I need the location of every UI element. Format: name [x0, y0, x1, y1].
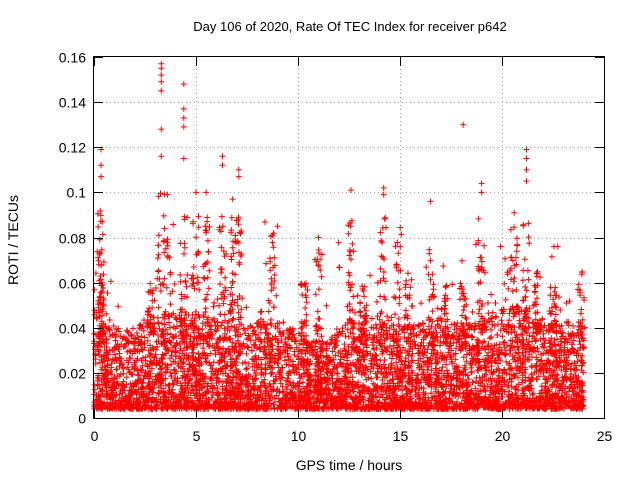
y-tick-label: 0.14: [59, 95, 86, 111]
y-tick-labels: 0 0.02 0.04 0.06 0.08 0.1 0.12 0.14 0.16: [59, 50, 86, 427]
y-tick-label: 0.02: [59, 366, 86, 382]
x-tick-label: 10: [291, 428, 307, 444]
y-tick-label: 0: [78, 411, 86, 427]
y-tick-label: 0.04: [59, 321, 86, 337]
y-tick-label: 0.12: [59, 140, 86, 156]
plot-frame: [93, 56, 605, 419]
y-tick-label: 0.16: [59, 50, 86, 66]
roti-points: [91, 60, 588, 412]
x-tick-label: 5: [193, 428, 201, 444]
y-axis-label: ROTI / TECUs: [5, 195, 21, 285]
x-tick-label: 15: [393, 428, 409, 444]
axis-ticks: [94, 57, 605, 419]
x-tick-label: 20: [495, 428, 511, 444]
chart-title: Day 106 of 2020, Rate Of TEC Index for r…: [193, 19, 506, 34]
scatter-points: [91, 60, 588, 412]
y-tick-label: 0.1: [67, 185, 87, 201]
x-tick-labels: 0 5 10 15 20 25: [91, 428, 613, 444]
y-tick-label: 0.08: [59, 231, 86, 247]
y-tick-label: 0.06: [59, 276, 86, 292]
x-axis-label: GPS time / hours: [296, 457, 403, 473]
x-tick-label: 25: [597, 428, 613, 444]
x-tick-label: 0: [91, 428, 99, 444]
